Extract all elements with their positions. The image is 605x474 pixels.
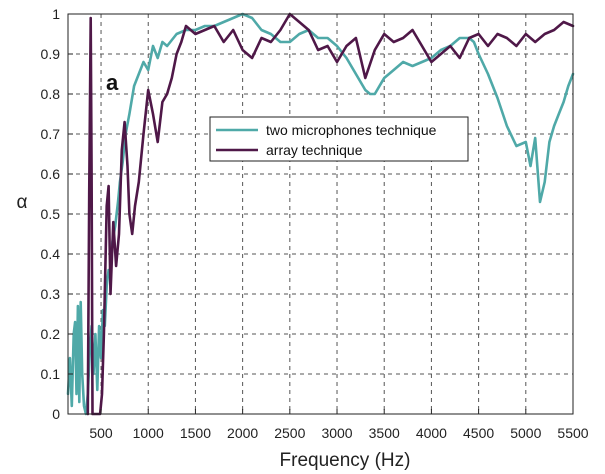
x-tick-label: 2000 <box>227 425 258 441</box>
y-tick-label: 0.3 <box>41 286 61 302</box>
x-tick-label: 2500 <box>274 425 305 441</box>
tick-labels: 500 1000 1500 2000 2500 3000 3500 4000 4500 5000 5… <box>41 6 589 441</box>
x-axis-label: Frequency (Hz) <box>280 450 411 471</box>
x-tick-label: 1500 <box>180 425 211 441</box>
y-tick-label: 0.7 <box>41 126 61 142</box>
series-lines <box>66 12 575 416</box>
y-tick-label: 0.1 <box>41 366 61 382</box>
x-tick-label: 4500 <box>463 425 494 441</box>
x-tick-label: 3000 <box>321 425 352 441</box>
panel-letter: a <box>106 70 119 95</box>
y-tick-label: 0.5 <box>41 206 61 222</box>
legend: two microphones technique array technique <box>209 116 469 162</box>
y-tick-label: 0.8 <box>41 86 61 102</box>
y-tick-label: 0.2 <box>41 326 61 342</box>
y-axis-label: α <box>17 192 28 213</box>
y-tick-label: 0.9 <box>41 46 61 62</box>
y-tick-label: 1 <box>52 6 60 22</box>
x-tick-label: 500 <box>89 425 113 441</box>
legend-entry: two microphones technique <box>266 122 437 138</box>
x-tick-label: 4000 <box>416 425 447 441</box>
legend-box <box>209 116 469 162</box>
legend-entry: array technique <box>266 142 363 158</box>
x-tick-label: 3500 <box>369 425 400 441</box>
series-line-array <box>86 12 575 416</box>
x-tick-label: 5500 <box>557 425 588 441</box>
y-tick-label: 0.6 <box>41 166 61 182</box>
x-tick-label: 5000 <box>510 425 541 441</box>
x-tick-label: 1000 <box>133 425 164 441</box>
y-tick-label: 0.4 <box>41 246 61 262</box>
y-tick-label: 0 <box>52 406 60 422</box>
gridlines <box>68 14 573 414</box>
